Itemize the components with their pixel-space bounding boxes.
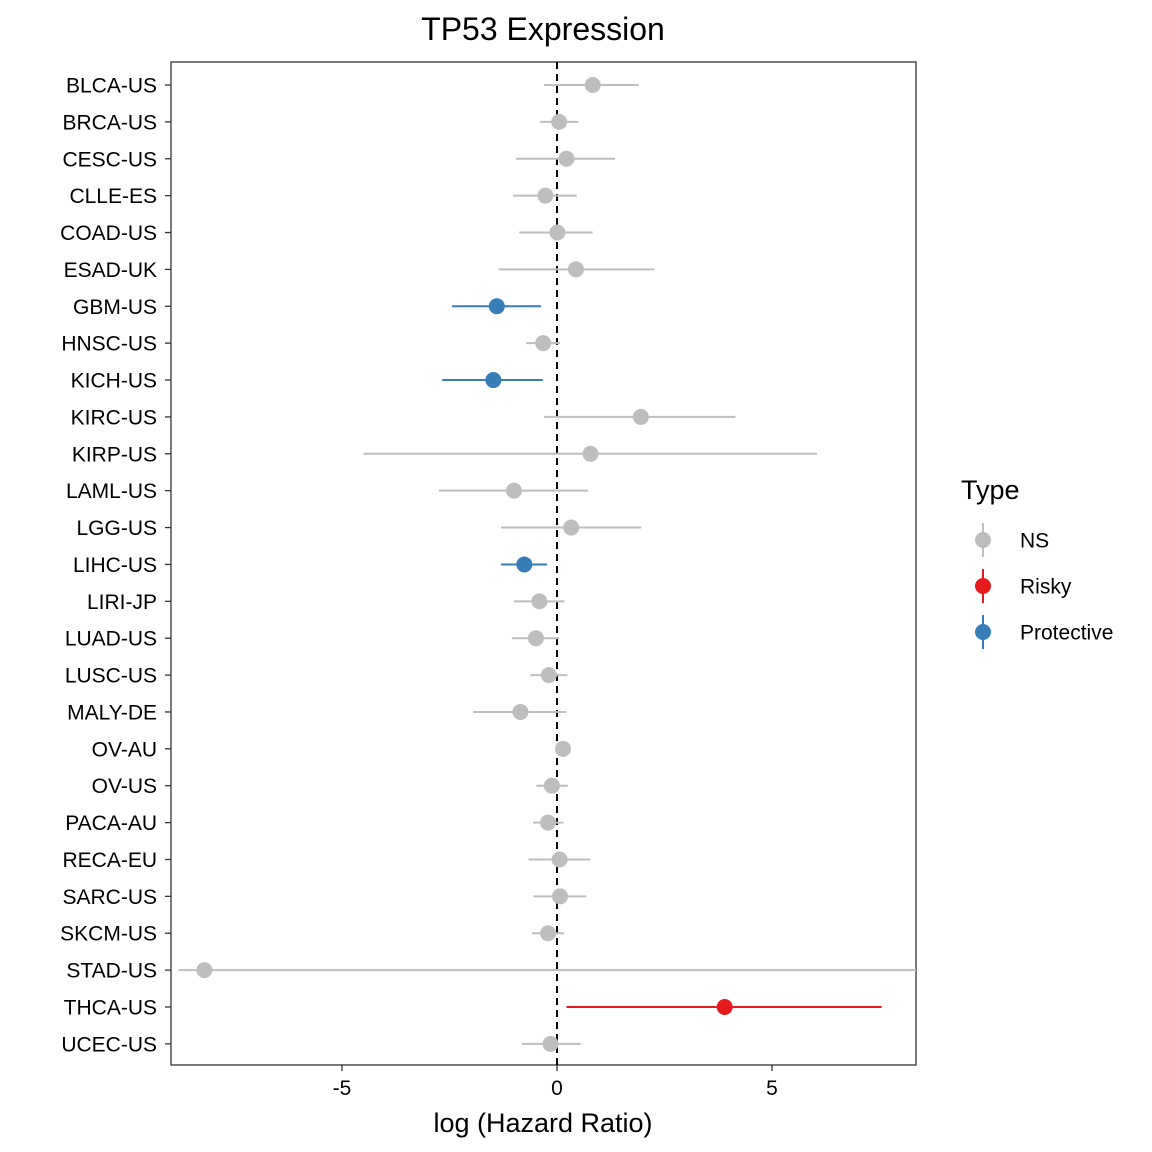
point-ov-au [555,740,572,757]
legend-label-protective: Protective [1020,622,1113,645]
point-ucec-us [542,1035,559,1052]
y-tick-label: GBM-US [73,296,157,319]
point-thca-us [716,999,733,1015]
legend-label-ns: NS [1020,530,1049,553]
y-tick-label: LIHC-US [73,554,157,577]
point-laml-us [506,482,522,499]
y-tick-label: MALY-DE [67,701,157,724]
y-axis: BLCA-US BRCA-US CESC-US CLLE-ES COAD-US ESAD-… [60,75,171,1056]
y-tick-label: BLCA-US [66,75,157,98]
point-stad-us [196,962,213,979]
y-tick-label: RECA-EU [62,849,157,872]
point-luad-us [527,630,544,647]
point-coad-us [549,224,566,241]
point-liri-jp [531,593,548,610]
y-tick-label: UCEC-US [61,1033,157,1056]
legend: NS Risky Protective [975,523,1113,649]
y-tick-label: KIRP-US [72,443,157,466]
y-tick-label: ESAD-UK [64,259,157,282]
y-tick-label: CESC-US [62,148,157,171]
point-blca-us [584,77,601,93]
y-tick-label: STAD-US [66,960,157,983]
point-skcm-us [539,925,556,942]
x-axis-title: log (Hazard Ratio) [433,1108,652,1138]
y-tick-label: LUAD-US [65,628,157,651]
y-tick-label: PACA-AU [65,812,157,835]
x-tick-label: 0 [551,1077,563,1100]
y-tick-label: KICH-US [71,370,157,393]
point-sarc-us [552,888,569,905]
y-tick-label: KIRC-US [71,406,157,429]
point-gbm-us [488,298,505,315]
y-tick-label: LAML-US [66,480,157,503]
point-clle-es [537,187,554,204]
x-axis: -5 0 5 [333,1065,778,1100]
point-lgg-us [563,519,580,536]
point-ov-us [543,777,560,794]
y-tick-label: SKCM-US [60,923,157,946]
point-hnsc-us [535,335,552,352]
legend-key-point-risky [975,578,991,594]
legend-key-point-protective [975,624,991,640]
y-tick-label: HNSC-US [61,333,157,356]
point-cesc-us [558,150,575,167]
y-tick-label: BRCA-US [62,111,157,134]
point-maly-de [512,703,529,720]
y-tick-label: LGG-US [76,517,157,540]
y-tick-label: LUSC-US [65,665,157,688]
legend-key-point-ns [975,532,991,548]
y-tick-label: SARC-US [62,886,157,909]
point-lihc-us [516,556,533,573]
point-kich-us [485,372,502,389]
plot-marks [178,62,916,1065]
y-tick-label: OV-AU [92,738,157,761]
legend-label-risky: Risky [1020,576,1072,599]
x-tick-label: -5 [333,1077,352,1100]
legend-title: Type [961,475,1020,505]
x-tick-label: 5 [766,1077,778,1100]
point-esad-uk [567,261,584,278]
y-tick-label: CLLE-ES [69,185,157,208]
y-tick-label: LIRI-JP [87,591,157,614]
point-kirc-us [632,408,649,425]
y-tick-label: COAD-US [60,222,157,245]
point-paca-au [539,814,556,831]
point-brca-us [551,113,568,130]
point-kirp-us [582,445,599,462]
point-lusc-us [540,667,557,684]
chart-title: TP53 Expression [421,11,665,47]
y-tick-label: THCA-US [64,997,157,1020]
y-tick-label: OV-US [92,775,157,798]
point-reca-eu [551,851,568,868]
